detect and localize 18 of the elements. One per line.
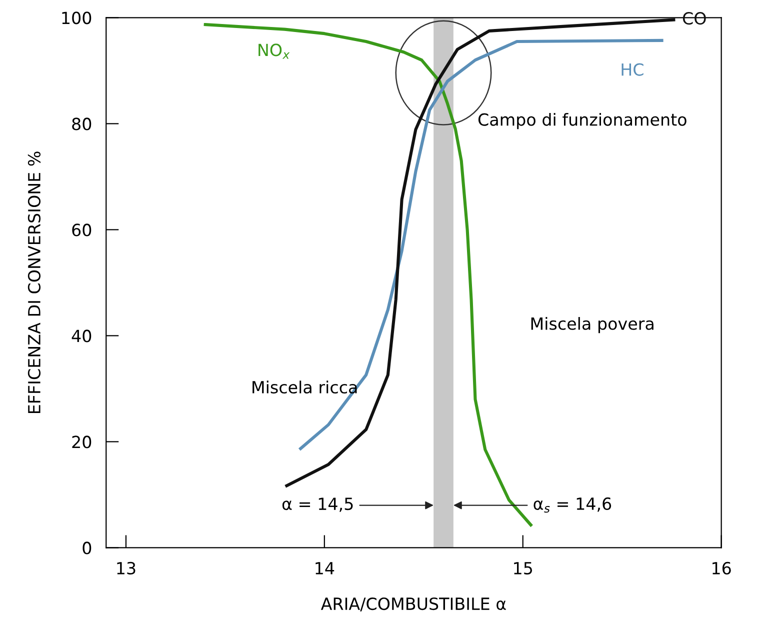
y-tick-label: 40 bbox=[72, 330, 92, 342]
x-tick-label: 15 bbox=[514, 562, 532, 574]
y-axis-title: EFFICENZA DI CONVERSIONE % bbox=[28, 152, 41, 414]
x-axis-title: ARIA/COMBUSTIBILE α bbox=[320, 597, 506, 612]
x-tick-label: 14 bbox=[316, 562, 334, 574]
series-label: NO$_{x}$ bbox=[258, 44, 290, 59]
y-tick-label: 60 bbox=[72, 224, 92, 236]
x-tick-label: 16 bbox=[712, 562, 731, 574]
series-label: HC bbox=[622, 63, 644, 76]
x-tick-label: 13 bbox=[117, 562, 136, 574]
annotation: Miscela povera bbox=[531, 317, 654, 334]
y-tick-label: 100 bbox=[62, 12, 92, 24]
annotation: Campo di funzionamento bbox=[478, 112, 686, 130]
y-tick-label: 20 bbox=[72, 436, 92, 448]
annotation: α = 14,5 bbox=[282, 498, 353, 512]
y-tick-label: 0 bbox=[82, 542, 92, 554]
y-tick-label: 80 bbox=[72, 118, 92, 130]
annotation: α$_{s}$ = 14,6 bbox=[534, 497, 612, 513]
